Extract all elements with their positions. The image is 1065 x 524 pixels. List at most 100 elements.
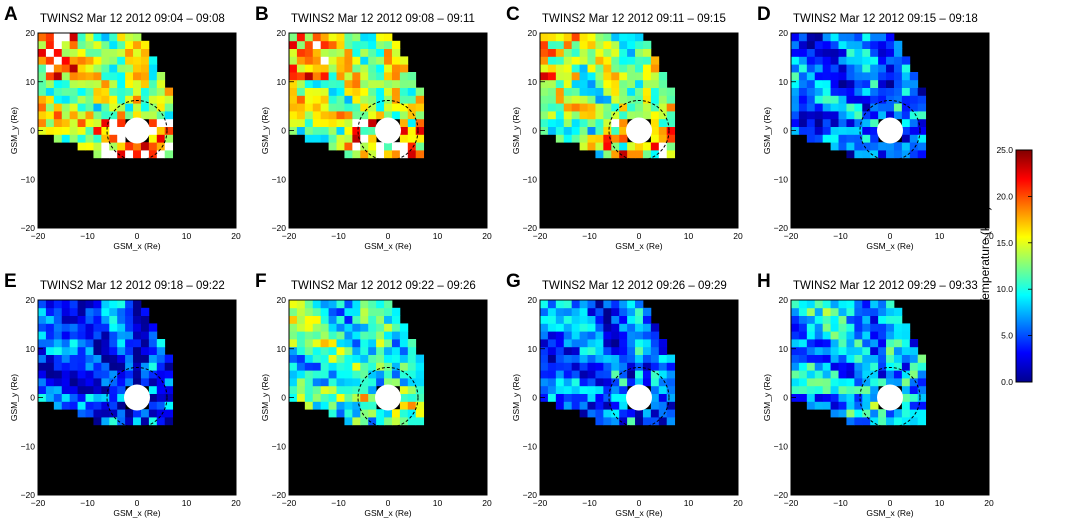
y-axis: 20 10 0 −10 −20: [272, 28, 294, 233]
x-tick-label: −10: [582, 231, 597, 241]
x-tick-label: −20: [31, 498, 46, 508]
x-axis-label: GSM_x (Re): [113, 241, 160, 251]
x-tick-label: 10: [684, 231, 694, 241]
colorbar: 25.0 20.0 15.0 10.0 5.0 0.0 Ion Temperature (k…: [978, 145, 1033, 387]
x-tick-label: 20: [733, 231, 743, 241]
y-axis-label: GSM_y (Re): [511, 374, 521, 421]
y-tick-label: 20: [528, 28, 538, 38]
panel-b: B TWINS2 Mar 12 2012 09:08 – 09:11 −20 −10 0…: [255, 4, 492, 251]
panel-letter: C: [506, 4, 520, 25]
colorbar-tick-label: 25.0: [996, 145, 1013, 155]
x-tick-label: 10: [433, 498, 443, 508]
panel-h: H TWINS2 Mar 12 2012 09:29 – 09:33 −20 −10 0…: [757, 271, 994, 518]
earth-disk: [124, 117, 150, 144]
x-tick-label: 10: [182, 498, 192, 508]
panel-letter: A: [4, 4, 18, 25]
colorbar-tick-label: 15.0: [996, 238, 1013, 248]
x-tick-label: 0: [637, 231, 642, 241]
temperature-map: [289, 300, 425, 426]
y-tick-label: 20: [277, 295, 287, 305]
x-tick-label: −20: [784, 498, 799, 508]
y-axis: 20 10 0 −10 −20: [774, 295, 796, 500]
panel-f: F TWINS2 Mar 12 2012 09:22 – 09:26 −20 −10 0…: [255, 271, 492, 518]
y-axis: 20 10 0 −10 −20: [272, 295, 294, 500]
x-tick-label: 10: [935, 498, 945, 508]
y-tick-label: 0: [532, 393, 537, 403]
x-tick-label: 20: [231, 231, 241, 241]
x-tick-label: 0: [888, 498, 893, 508]
y-tick-label: −20: [774, 490, 789, 500]
y-tick-label: 10: [277, 344, 287, 354]
y-axis-label: GSM_y (Re): [9, 107, 19, 154]
y-tick-label: 10: [779, 77, 789, 87]
temperature-map: [540, 33, 676, 159]
y-axis-label: GSM_y (Re): [762, 374, 772, 421]
y-tick-label: −10: [21, 441, 36, 451]
panel-letter: B: [255, 4, 269, 25]
y-tick-label: −10: [21, 174, 36, 184]
y-axis-label: GSM_y (Re): [762, 107, 772, 154]
panel-title: TWINS2 Mar 12 2012 09:18 – 09:22: [40, 280, 225, 292]
earth-disk: [877, 117, 903, 144]
panel-letter: G: [506, 271, 521, 292]
y-tick-label: −10: [523, 174, 538, 184]
panel-letter: E: [4, 271, 17, 292]
x-tick-label: 20: [482, 231, 492, 241]
panel-g: G TWINS2 Mar 12 2012 09:26 – 09:29 −20 −10 0…: [506, 271, 743, 518]
y-tick-label: 20: [528, 295, 538, 305]
x-axis: −20 −10 0 10 20: [784, 223, 994, 241]
x-tick-label: 10: [935, 231, 945, 241]
colorbar-tick-label: 20.0: [996, 191, 1013, 201]
colorbar-gradient: [1015, 149, 1033, 383]
temperature-map: [791, 300, 927, 426]
x-tick-label: 20: [984, 231, 994, 241]
x-tick-label: 10: [182, 231, 192, 241]
x-axis: −20 −10 0 10 20: [533, 223, 743, 241]
x-tick-label: −20: [282, 231, 297, 241]
y-axis-label: GSM_y (Re): [260, 374, 270, 421]
x-tick-label: −10: [833, 498, 848, 508]
y-tick-label: −20: [523, 490, 538, 500]
x-axis-label: GSM_x (Re): [615, 241, 662, 251]
x-axis: −20 −10 0 10 20: [282, 490, 492, 508]
x-tick-label: 0: [386, 498, 391, 508]
y-tick-label: −20: [272, 490, 287, 500]
earth-disk: [626, 117, 652, 144]
temperature-map: [38, 300, 174, 426]
x-tick-label: 0: [888, 231, 893, 241]
x-tick-label: −10: [80, 498, 95, 508]
dashed-boundary: [608, 100, 670, 161]
x-tick-label: 20: [231, 498, 241, 508]
y-axis: 20 10 0 −10 −20: [21, 295, 43, 500]
dashed-boundary: [357, 100, 419, 161]
y-tick-label: 10: [528, 344, 538, 354]
earth-disk: [375, 117, 401, 144]
y-tick-label: 0: [281, 393, 286, 403]
x-tick-label: 0: [135, 231, 140, 241]
x-tick-label: −10: [80, 231, 95, 241]
x-axis-label: GSM_x (Re): [866, 508, 913, 518]
x-tick-label: 10: [684, 498, 694, 508]
y-tick-label: −10: [272, 174, 287, 184]
x-axis-label: GSM_x (Re): [364, 241, 411, 251]
panel-title: TWINS2 Mar 12 2012 09:11 – 09:15: [542, 13, 726, 25]
earth-disk: [626, 384, 652, 411]
panel-title: TWINS2 Mar 12 2012 09:22 – 09:26: [291, 280, 476, 292]
panel-title: TWINS2 Mar 12 2012 09:15 – 09:18: [793, 13, 978, 25]
dashed-boundary: [608, 367, 670, 428]
y-tick-label: 10: [26, 344, 36, 354]
x-tick-label: −10: [331, 498, 346, 508]
y-axis: 20 10 0 −10 −20: [21, 28, 43, 233]
y-tick-label: −20: [21, 490, 36, 500]
x-tick-label: −20: [533, 231, 548, 241]
colorbar-tick-label: 5.0: [1001, 331, 1013, 341]
panel-title: TWINS2 Mar 12 2012 09:26 – 09:29: [542, 280, 727, 292]
y-tick-label: 10: [26, 77, 36, 87]
y-tick-label: 0: [30, 126, 35, 136]
x-axis-label: GSM_x (Re): [866, 241, 913, 251]
x-axis: −20 −10 0 10 20: [31, 223, 241, 241]
y-axis-label: GSM_y (Re): [260, 107, 270, 154]
x-tick-label: −10: [331, 231, 346, 241]
y-tick-label: 0: [281, 126, 286, 136]
panel-letter: F: [255, 271, 267, 292]
